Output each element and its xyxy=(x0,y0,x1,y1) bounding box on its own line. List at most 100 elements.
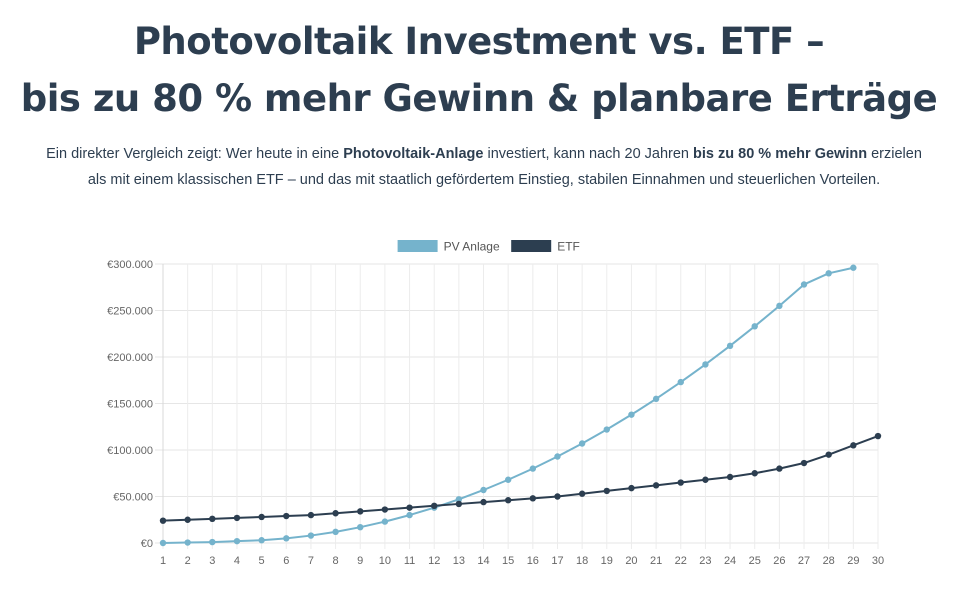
data-point[interactable] xyxy=(751,470,758,477)
data-point[interactable] xyxy=(357,508,364,515)
chart-legend[interactable]: PV Anlage ETF xyxy=(397,240,580,254)
data-point[interactable] xyxy=(381,518,389,525)
intro-text: Ein direkter Vergleich zeigt: Wer heute … xyxy=(10,141,958,193)
data-point[interactable] xyxy=(258,537,265,544)
x-tick-label: 11 xyxy=(404,555,415,567)
data-point[interactable] xyxy=(455,500,463,508)
data-point[interactable] xyxy=(159,517,167,524)
data-point[interactable] xyxy=(800,281,808,288)
data-point[interactable] xyxy=(307,511,315,519)
x-tick-label: 21 xyxy=(650,555,662,567)
y-tick-label: €0 xyxy=(141,538,153,550)
page-title-line-2: bis zu 80 % mehr Gewinn & planbare Erträ… xyxy=(20,77,938,120)
data-point[interactable] xyxy=(283,535,290,542)
x-tick-label: 17 xyxy=(551,555,563,567)
y-tick-label: €250.000 xyxy=(107,306,153,318)
data-point[interactable] xyxy=(258,513,265,521)
x-tick-label: 23 xyxy=(699,555,711,567)
x-tick-label: 27 xyxy=(798,555,810,567)
x-tick-label: 7 xyxy=(308,555,314,567)
x-tick-label: 15 xyxy=(502,555,514,567)
data-point[interactable] xyxy=(554,493,561,500)
data-point[interactable] xyxy=(480,486,487,494)
series-line xyxy=(162,435,879,522)
data-point[interactable] xyxy=(455,496,463,503)
data-point[interactable] xyxy=(406,504,413,511)
y-tick-label: €200.000 xyxy=(107,352,153,364)
legend-swatch[interactable] xyxy=(511,240,552,252)
data-point[interactable] xyxy=(874,432,882,440)
intro-text-part: erzielen xyxy=(867,146,922,162)
x-tick-label: 24 xyxy=(724,555,736,567)
x-tick-label: 10 xyxy=(379,555,391,567)
y-axis: €0 €50.000 €100.000 €150.000 €200.000 €250.00… xyxy=(107,259,153,550)
data-point[interactable] xyxy=(233,514,241,522)
x-tick-label: 12 xyxy=(428,555,440,567)
x-tick-label: 20 xyxy=(625,555,637,567)
legend-swatch[interactable] xyxy=(397,240,438,252)
chart-series xyxy=(159,264,882,547)
data-point[interactable] xyxy=(751,323,758,330)
x-tick-label: 8 xyxy=(333,555,339,567)
data-point[interactable] xyxy=(184,539,191,546)
x-tick-label: 29 xyxy=(847,555,859,567)
data-point[interactable] xyxy=(776,302,783,310)
x-tick-label: 16 xyxy=(527,555,539,567)
x-tick-label: 5 xyxy=(259,555,265,567)
data-point[interactable] xyxy=(431,502,438,509)
intro-text-part: Ein direkter Vergleich zeigt: Wer heute … xyxy=(46,146,344,162)
x-tick-label: 14 xyxy=(477,555,489,567)
data-point[interactable] xyxy=(578,490,586,497)
data-point[interactable] xyxy=(776,465,783,472)
data-point[interactable] xyxy=(283,512,290,520)
data-point[interactable] xyxy=(357,523,364,531)
data-point[interactable] xyxy=(209,538,216,546)
data-point[interactable] xyxy=(652,395,660,403)
data-point[interactable] xyxy=(702,476,709,483)
data-point[interactable] xyxy=(332,510,339,517)
data-point[interactable] xyxy=(529,465,537,472)
data-point[interactable] xyxy=(381,506,389,513)
y-tick-label: €100.000 xyxy=(107,445,153,457)
x-tick-label: 9 xyxy=(357,555,363,567)
data-point[interactable] xyxy=(554,453,561,460)
data-point[interactable] xyxy=(209,515,216,523)
data-point[interactable] xyxy=(480,498,487,506)
data-point[interactable] xyxy=(184,516,191,523)
x-tick-label: 13 xyxy=(453,555,465,567)
data-point[interactable] xyxy=(628,484,635,492)
x-tick-label: 26 xyxy=(773,555,785,567)
data-point[interactable] xyxy=(702,361,709,368)
data-point[interactable] xyxy=(652,482,660,489)
data-point[interactable] xyxy=(332,528,339,536)
x-tick-label: 1 xyxy=(160,555,166,567)
data-point[interactable] xyxy=(307,532,315,539)
data-point[interactable] xyxy=(233,537,241,545)
data-point[interactable] xyxy=(578,440,586,447)
data-point[interactable] xyxy=(825,451,832,458)
legend-label[interactable]: PV Anlage xyxy=(444,240,500,254)
data-point[interactable] xyxy=(603,487,610,495)
data-point[interactable] xyxy=(726,342,734,350)
data-point[interactable] xyxy=(406,511,413,519)
data-point[interactable] xyxy=(850,264,857,271)
y-tick-label: €50.000 xyxy=(113,492,153,504)
x-tick-label: 19 xyxy=(601,555,613,567)
data-point[interactable] xyxy=(800,459,808,467)
comparison-line-chart: PV Anlage ETF €0 €50.000 €100.000 €150.000 €2… xyxy=(107,240,884,568)
intro-line-2: als mit einem klassischen ETF – und das … xyxy=(87,172,881,188)
x-tick-label: 28 xyxy=(823,555,835,567)
data-point[interactable] xyxy=(529,495,537,502)
y-tick-label: €150.000 xyxy=(107,399,153,411)
data-point[interactable] xyxy=(628,411,635,418)
data-point[interactable] xyxy=(159,539,167,547)
legend-label[interactable]: ETF xyxy=(557,240,580,254)
data-point[interactable] xyxy=(504,476,512,483)
data-point[interactable] xyxy=(677,378,684,386)
data-point[interactable] xyxy=(825,270,832,277)
data-point[interactable] xyxy=(504,497,512,504)
data-point[interactable] xyxy=(726,473,734,481)
data-point[interactable] xyxy=(603,426,610,433)
data-point[interactable] xyxy=(850,442,857,449)
data-point[interactable] xyxy=(677,479,684,486)
